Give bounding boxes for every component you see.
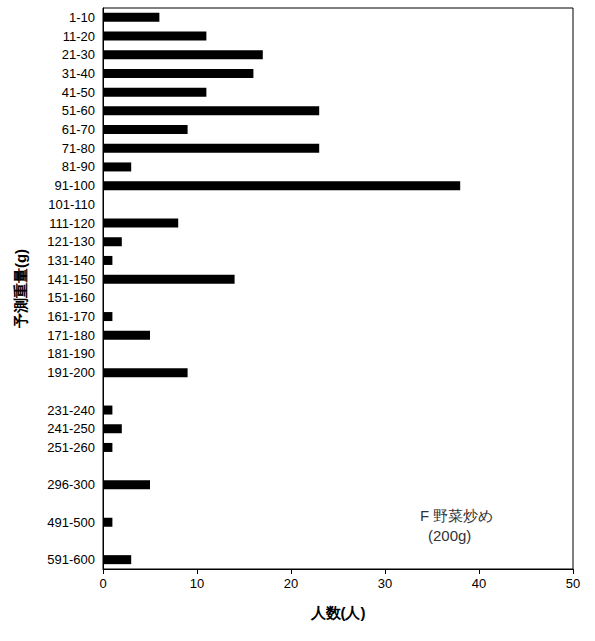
svg-text:251-260: 251-260 [47,440,95,455]
svg-text:21-30: 21-30 [62,47,95,62]
svg-text:50: 50 [566,576,580,591]
svg-text:231-240: 231-240 [47,403,95,418]
svg-text:人数(人): 人数(人) [310,604,366,621]
svg-text:121-130: 121-130 [47,234,95,249]
svg-text:1-10: 1-10 [69,10,95,25]
svg-text:141-150: 141-150 [47,272,95,287]
svg-text:171-180: 171-180 [47,328,95,343]
svg-text:191-200: 191-200 [47,365,95,380]
svg-text:81-90: 81-90 [62,159,95,174]
svg-text:241-250: 241-250 [47,421,95,436]
svg-text:10: 10 [190,576,204,591]
svg-text:F 野菜炒め: F 野菜炒め [420,507,493,524]
svg-text:(200g): (200g) [428,527,471,544]
svg-text:591-600: 591-600 [47,552,95,567]
svg-text:111-120: 111-120 [49,216,95,231]
svg-text:91-100: 91-100 [55,178,95,193]
svg-text:71-80: 71-80 [62,141,95,156]
svg-text:61-70: 61-70 [62,122,95,137]
svg-text:131-140: 131-140 [47,253,95,268]
svg-text:0: 0 [99,576,106,591]
svg-text:31-40: 31-40 [62,66,95,81]
svg-text:491-500: 491-500 [47,515,95,530]
svg-text:151-160: 151-160 [47,290,95,305]
svg-text:20: 20 [284,576,298,591]
svg-text:161-170: 161-170 [47,309,95,324]
svg-text:101-110: 101-110 [48,197,95,212]
svg-text:51-60: 51-60 [62,103,95,118]
svg-text:11-20: 11-20 [63,29,95,44]
svg-text:40: 40 [472,576,486,591]
svg-text:41-50: 41-50 [62,85,95,100]
svg-text:181-190: 181-190 [47,346,95,361]
svg-text:296-300: 296-300 [47,477,95,492]
svg-text:30: 30 [378,576,392,591]
svg-text:予測重量(g): 予測重量(g) [12,249,29,329]
